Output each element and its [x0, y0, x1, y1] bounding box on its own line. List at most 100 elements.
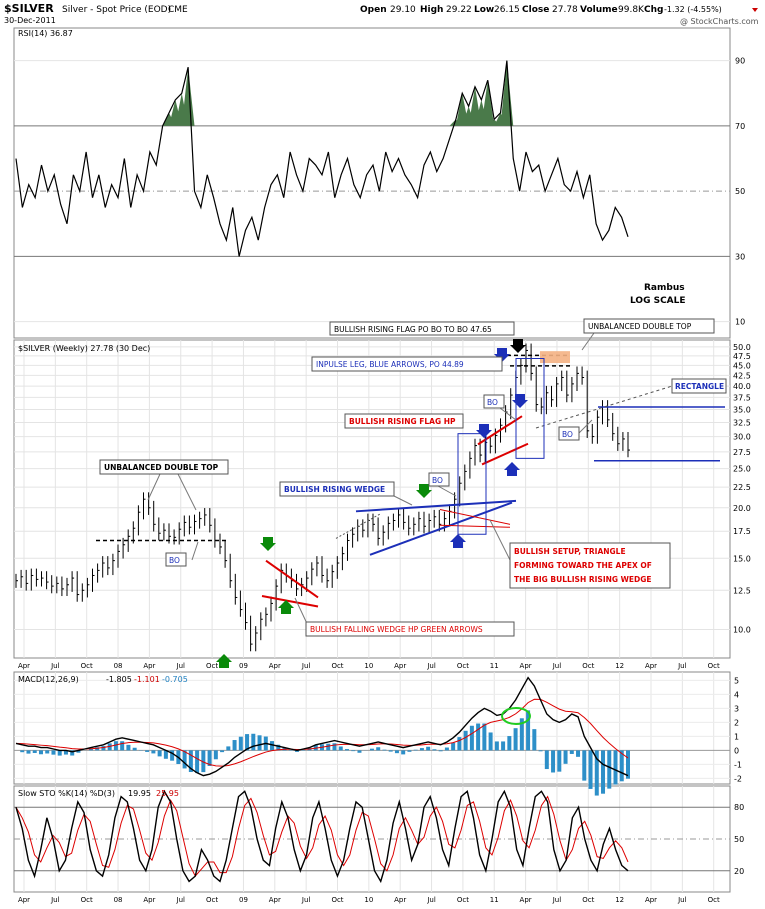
x-tick-label-mid: Apr: [18, 662, 30, 670]
macd-histogram-bar: [326, 743, 331, 751]
macd-histogram-bar: [163, 750, 168, 759]
macd-histogram-bar: [201, 750, 206, 773]
macd-histogram-bar: [332, 743, 337, 751]
macd-histogram-bar: [195, 750, 200, 774]
callout-pointer: [177, 473, 197, 511]
x-tick-label-bottom: Jul: [176, 896, 186, 904]
x-tick-label-mid: 12: [615, 662, 624, 670]
macd-tick-label: -2: [734, 774, 742, 783]
macd-histogram-bar: [301, 749, 306, 751]
callout-pointer: [393, 495, 413, 506]
sto-d-value: 25.95: [156, 789, 179, 798]
price-tick-label: 40.0: [733, 382, 751, 391]
chg-value: -1.32 (-4.55%): [664, 5, 722, 14]
flag-hp-text: BULLISH RISING FLAG HP: [349, 417, 456, 426]
macd-histogram-bar: [532, 729, 537, 751]
macd-legend-label: MACD(12,26,9): [18, 675, 79, 684]
x-tick-label-mid: Jul: [50, 662, 60, 670]
macd-histogram-bar: [432, 749, 437, 751]
macd-signal-line: [15, 698, 629, 767]
chg-label: Chg: [644, 5, 663, 15]
macd-histogram-bar: [588, 750, 593, 789]
price-tick-label: 20.0: [733, 504, 751, 513]
macd-histogram-bar: [151, 750, 156, 754]
high-label: High: [420, 5, 443, 15]
blue-down-arrow-icon: [476, 424, 492, 438]
close-label: Close: [522, 5, 549, 15]
price-tick-label: 10.0: [733, 625, 751, 634]
header-date: 30-Dec-2011: [4, 16, 56, 25]
flag-po-text: BULLISH RISING FLAG PO BO TO BO 47.65: [334, 325, 492, 334]
macd-histogram-bar: [245, 734, 250, 751]
log-scale-label: LOG SCALE: [630, 296, 686, 306]
x-tick-label-bottom: Jul: [677, 896, 687, 904]
x-tick-label-bottom: Apr: [520, 896, 532, 904]
macd-histogram-bar: [251, 733, 256, 751]
rising-wedge-lower: [369, 501, 513, 556]
macd-histogram-bar: [576, 750, 581, 757]
macd-histogram-bar: [538, 750, 543, 752]
watermark: @ StockCharts.com: [680, 17, 759, 26]
macd-histogram-bar: [601, 750, 606, 794]
x-tick-label-mid: Oct: [81, 662, 93, 670]
volume-label: Volume: [580, 5, 618, 15]
x-tick-label-bottom: Jul: [50, 896, 60, 904]
double-top-zone: [540, 351, 570, 364]
falling-wedge-text: BULLISH FALLING WEDGE HP GREEN ARROWS: [310, 625, 483, 634]
rsi-legend: RSI(14) 36.87: [18, 29, 73, 38]
x-tick-label-mid: Jul: [301, 662, 311, 670]
macd-histogram-bar: [357, 750, 362, 753]
price-tick-label: 32.5: [733, 419, 751, 428]
macd-histogram-bar: [369, 748, 374, 751]
x-tick-label-bottom: Jul: [301, 896, 311, 904]
setup-line-2: FORMING TOWARD THE APEX OF: [514, 561, 652, 570]
macd-histogram-bar: [619, 750, 624, 782]
sto-tick-label: 50: [734, 835, 744, 844]
chg-down-arrow-icon: [752, 8, 758, 12]
price-tick-label: 15.0: [733, 554, 751, 563]
x-tick-label-bottom: Apr: [645, 896, 657, 904]
x-tick-label-mid: Oct: [582, 662, 594, 670]
bo-box-1: [165, 552, 187, 567]
flag-po-box: [329, 321, 515, 336]
macd-histogram-bar: [126, 744, 131, 751]
callout-pointer: [147, 473, 161, 501]
macd-histogram-bar: [482, 723, 487, 751]
macd-histogram-bar: [569, 750, 574, 754]
wedge-base-dash: [335, 513, 381, 539]
macd-tick-label: 2: [734, 718, 739, 727]
macd-histogram-bar: [157, 750, 162, 757]
setup-box: [509, 542, 671, 589]
macd-histogram-bar: [469, 725, 474, 751]
x-tick-label-bottom: Apr: [269, 896, 281, 904]
impulse-leg-text: INPULSE LEG, BLUE ARROWS, PO 44.89: [316, 360, 464, 369]
macd-histogram-bar: [388, 750, 393, 752]
high-value: 29.22: [446, 5, 472, 15]
low-value: 26.15: [494, 5, 520, 15]
macd-value: -1.805: [106, 675, 132, 684]
impulse-box-2: [515, 357, 545, 459]
bo-label-1: BO: [169, 556, 180, 565]
sto-k-value: 19.95: [128, 789, 151, 798]
macd-histogram-bar: [407, 750, 412, 752]
impulse-box-1: [457, 433, 487, 535]
macd-histogram-bar: [413, 749, 418, 751]
macd-histogram-bar: [182, 750, 187, 769]
green-down-arrow-icon: [416, 484, 432, 498]
macd-histogram-bar: [170, 750, 175, 761]
price-tick-label: 12.5: [733, 586, 751, 595]
bo-label-2: BO: [432, 476, 443, 485]
price-tick-label: 25.0: [733, 465, 751, 474]
macd-histogram-bar: [351, 750, 356, 752]
x-tick-label-bottom: 08: [114, 896, 123, 904]
rising-wedge-text: BULLISH RISING WEDGE: [284, 485, 385, 494]
rising-flag-upper: [477, 415, 523, 446]
macd-histogram-bar: [276, 744, 281, 751]
macd-histogram-bar: [419, 748, 424, 751]
macd-histogram-bar: [70, 750, 75, 756]
rsi-tick-label: 70: [735, 122, 745, 131]
macd-histogram-bar: [563, 750, 568, 764]
macd-histogram-bar: [344, 749, 349, 751]
macd-histogram-bar: [45, 750, 50, 754]
